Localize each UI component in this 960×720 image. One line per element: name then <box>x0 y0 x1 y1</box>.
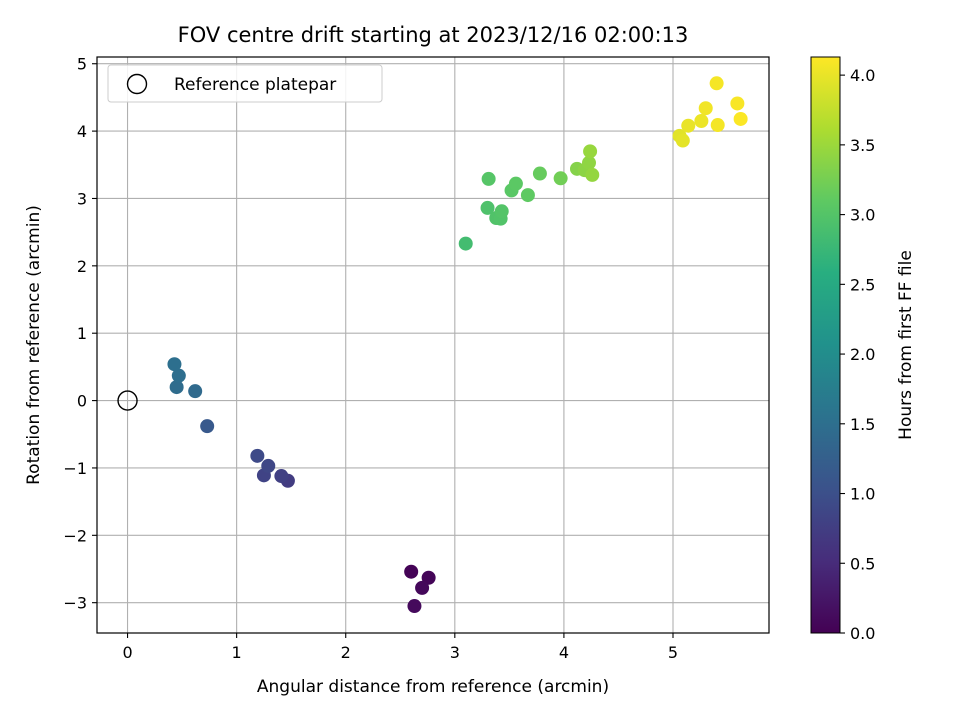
data-point <box>733 111 748 126</box>
data-point <box>261 458 276 473</box>
y-tick-label: −1 <box>63 459 87 478</box>
y-axis-ticks: −3 −2 −1 0 1 2 3 4 5 <box>63 55 97 613</box>
data-point <box>169 380 184 395</box>
data-point <box>200 419 215 434</box>
reference-marker-layer <box>117 390 138 411</box>
data-point <box>421 570 436 585</box>
data-point <box>407 599 422 614</box>
y-tick-label: 3 <box>77 189 87 208</box>
data-point <box>481 171 496 186</box>
colorbar-tick-label: 4.0 <box>850 66 875 85</box>
colorbar-tick-label: 1.5 <box>850 415 875 434</box>
chart-title: FOV centre drift starting at 2023/12/16 … <box>178 23 689 47</box>
x-axis-label: Angular distance from reference (arcmin) <box>257 677 609 697</box>
data-point <box>458 236 473 251</box>
legend: Reference platepar <box>107 64 383 103</box>
data-point <box>171 368 186 383</box>
data-points <box>167 76 748 614</box>
x-tick-label: 0 <box>122 643 132 662</box>
x-tick-label: 3 <box>450 643 460 662</box>
colorbar-tick-label: 3.5 <box>850 136 875 155</box>
y-tick-label: −2 <box>63 526 87 545</box>
reference-platepar-marker <box>117 390 138 411</box>
data-point <box>675 133 690 148</box>
data-point <box>698 101 713 116</box>
x-axis-ticks: 0 1 2 3 4 5 <box>122 633 678 662</box>
data-point <box>188 384 203 399</box>
data-point <box>274 469 289 484</box>
data-point <box>582 155 596 170</box>
colorbar-tick-label: 0.0 <box>850 624 875 643</box>
grid-lines <box>97 57 769 633</box>
data-point <box>480 200 495 215</box>
legend-marker-icon <box>126 73 148 95</box>
data-point <box>709 76 724 91</box>
colorbar-ticks: 0.0 0.5 1.0 1.5 2.0 2.5 3.0 3.5 4.0 <box>840 66 875 643</box>
y-tick-label: 2 <box>77 257 87 276</box>
data-point <box>583 144 598 159</box>
data-point <box>585 167 600 182</box>
data-point <box>167 357 182 372</box>
x-tick-label: 1 <box>232 643 242 662</box>
data-point <box>494 204 509 219</box>
y-tick-label: 4 <box>77 122 87 141</box>
colorbar-tick-label: 0.5 <box>850 554 875 573</box>
y-tick-label: 5 <box>77 55 87 74</box>
x-tick-label: 2 <box>341 643 351 662</box>
data-point <box>730 96 745 111</box>
colorbar-tick-label: 2.0 <box>850 345 875 364</box>
data-point <box>250 448 265 463</box>
data-point <box>553 171 568 186</box>
plot-area-frame <box>96 56 770 634</box>
y-tick-label: −3 <box>63 594 87 613</box>
x-tick-label: 5 <box>668 643 678 662</box>
colorbar-tick-label: 2.5 <box>850 275 875 294</box>
data-point <box>520 188 535 203</box>
data-point <box>532 166 547 181</box>
data-point <box>415 580 430 595</box>
colorbar-tick-label: 1.0 <box>850 485 875 504</box>
x-tick-label: 4 <box>559 643 569 662</box>
colorbar <box>810 56 841 634</box>
colorbar-tick-label: 3.0 <box>850 206 875 225</box>
legend-label: Reference platepar <box>174 75 336 95</box>
data-point <box>710 118 725 133</box>
data-point <box>508 176 523 191</box>
colorbar-label: Hours from first FF file <box>896 250 916 440</box>
y-tick-label: 1 <box>77 324 87 343</box>
legend-box <box>107 64 383 103</box>
y-tick-label: 0 <box>77 392 87 411</box>
data-point <box>694 114 709 128</box>
y-axis-label: Rotation from reference (arcmin) <box>24 205 44 485</box>
data-point <box>404 564 419 579</box>
data-point <box>681 118 696 133</box>
